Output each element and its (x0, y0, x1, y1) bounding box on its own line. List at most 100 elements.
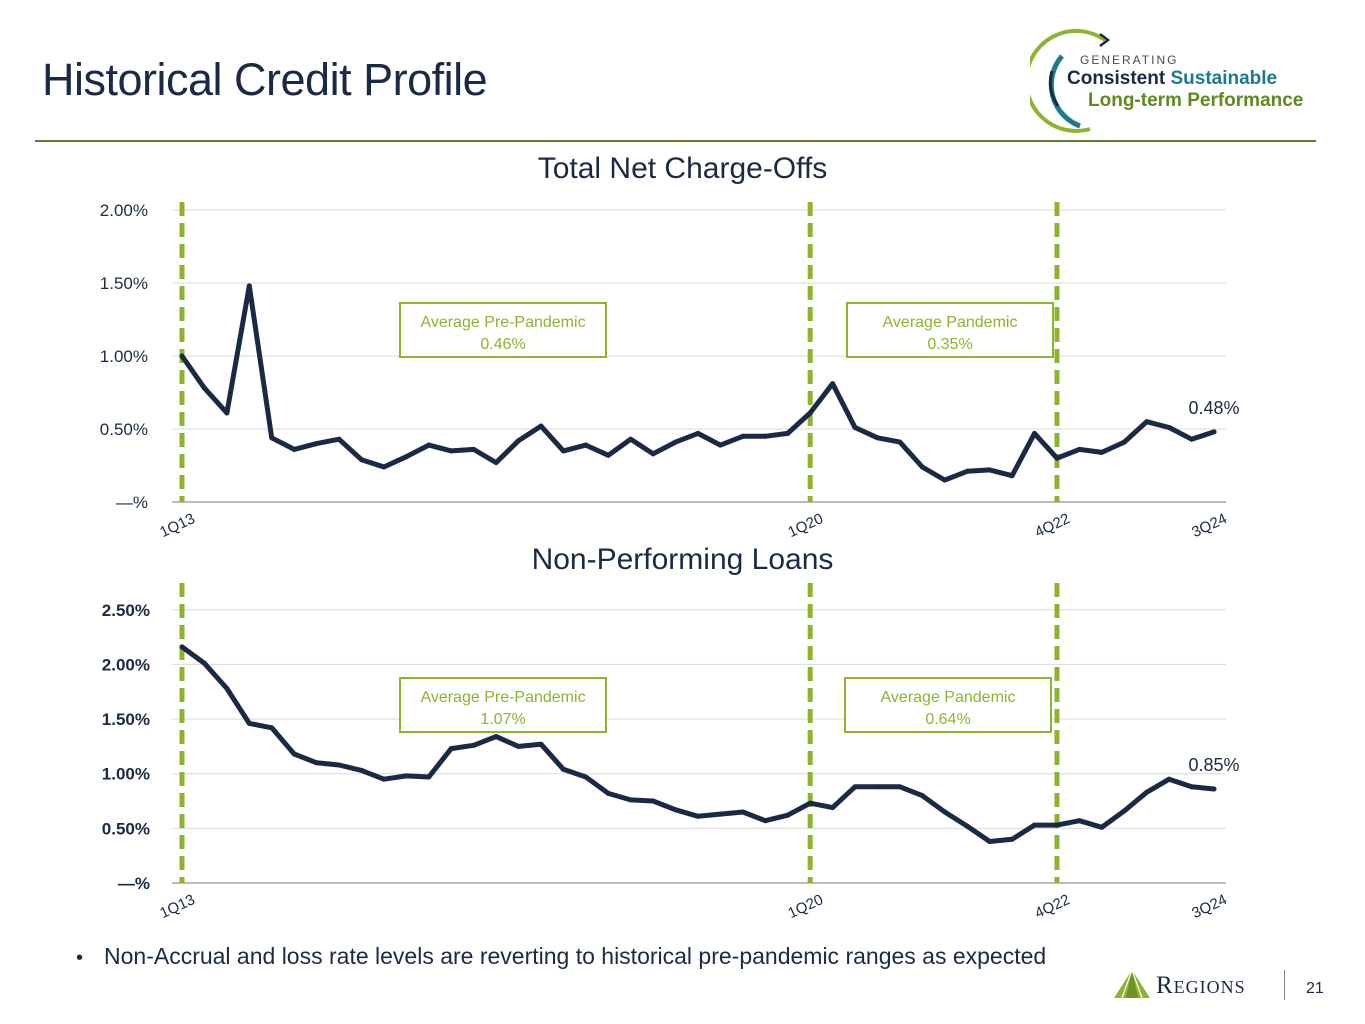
y-tick-label: 1.50% (102, 710, 150, 729)
data-point (852, 425, 858, 431)
data-point (762, 433, 768, 439)
annotation-title: Average Pre-Pandemic (420, 314, 585, 331)
data-point (471, 446, 477, 452)
page-title: Historical Credit Profile (42, 54, 488, 105)
regions-pyramid-icon (1114, 969, 1150, 999)
data-point (1054, 822, 1060, 828)
data-point (628, 436, 634, 442)
annotation-value: 1.07% (480, 711, 525, 728)
regions-footer: Regions 21 (1112, 968, 1362, 1004)
data-point (1054, 455, 1060, 461)
data-point (964, 468, 970, 474)
y-tick-label: 2.50% (102, 601, 150, 620)
data-point (448, 448, 454, 454)
data-point (717, 442, 723, 448)
data-point (874, 784, 880, 790)
annotation-box-border (399, 677, 607, 733)
data-point (1121, 439, 1127, 445)
circular-arrow-icon (1030, 28, 1111, 133)
data-point (269, 725, 275, 731)
data-point (1099, 449, 1105, 455)
data-point (201, 385, 207, 391)
y-tick-label: 0.50% (100, 420, 148, 439)
data-point (1144, 419, 1150, 425)
data-point (493, 734, 499, 740)
data-point (224, 685, 230, 691)
logo-line-two: Long-term Performance (1088, 90, 1304, 111)
data-point (1121, 808, 1127, 814)
x-tick-label: 4Q22 (1032, 510, 1072, 540)
x-tick-label: 1Q20 (785, 891, 825, 920)
average-pandemic-box: Average Pandemic 0.64% (844, 677, 1052, 733)
data-point (1076, 446, 1082, 452)
average-pre-pandemic-box: Average Pre-Pandemic 1.07% (399, 677, 607, 733)
data-point (381, 464, 387, 470)
y-tick-label: 1.00% (100, 347, 148, 366)
annotation-value: 0.46% (480, 336, 525, 353)
y-tick-label: 2.00% (102, 655, 150, 674)
bullet-note: • Non-Accrual and loss rate levels are re… (76, 943, 1046, 970)
data-point (336, 436, 342, 442)
data-point (942, 809, 948, 815)
data-point (516, 438, 522, 444)
data-point (403, 454, 409, 460)
data-point (426, 442, 432, 448)
data-point (762, 818, 768, 824)
data-point (403, 773, 409, 779)
data-point (269, 435, 275, 441)
end-value-label: 0.48% (1188, 398, 1239, 418)
data-point (695, 430, 701, 436)
y-tick-label: —% (116, 493, 148, 512)
data-point (695, 813, 701, 819)
x-tick-label: 1Q13 (157, 510, 197, 540)
logo-word-consistent: Consistent (1067, 68, 1166, 89)
logo-line-one: Consistent Sustainable (1067, 68, 1277, 90)
data-point (336, 762, 342, 768)
data-point (246, 720, 252, 726)
annotation-title: Average Pandemic (883, 314, 1018, 331)
data-point (1166, 425, 1172, 431)
regions-wordmark: Regions (1156, 972, 1246, 999)
annotation-value: 0.64% (925, 711, 970, 728)
data-point (987, 467, 993, 473)
data-point (381, 776, 387, 782)
data-point (740, 433, 746, 439)
data-point (919, 464, 925, 470)
data-point (314, 441, 320, 447)
data-point (1099, 824, 1105, 830)
data-point (605, 790, 611, 796)
data-point (1009, 473, 1015, 479)
data-point (1076, 818, 1082, 824)
data-point (1189, 436, 1195, 442)
data-point (1211, 786, 1217, 792)
data-point (897, 784, 903, 790)
annotation-title: Average Pre-Pandemic (420, 689, 585, 706)
x-tick-label: 3Q24 (1189, 510, 1229, 540)
data-point (314, 760, 320, 766)
data-point (830, 805, 836, 811)
data-point (785, 812, 791, 818)
data-point (538, 423, 544, 429)
x-tick-label: 1Q13 (157, 891, 197, 920)
y-tick-label: 2.00% (100, 201, 148, 220)
data-point (1009, 836, 1015, 842)
data-point (919, 793, 925, 799)
annotation-box-border (846, 302, 1054, 358)
logo-word-sustainable: Sustainable (1170, 68, 1278, 89)
annotation-box-border (399, 302, 607, 358)
data-point (560, 766, 566, 772)
data-point (246, 283, 252, 289)
title-divider (35, 140, 1316, 142)
data-point (1144, 789, 1150, 795)
annotation-value: 0.35% (927, 336, 972, 353)
data-point (471, 742, 477, 748)
page-number: 21 (1306, 980, 1324, 997)
data-point (516, 743, 522, 749)
y-tick-label: —% (118, 874, 150, 893)
data-point (179, 644, 185, 650)
data-point (628, 797, 634, 803)
annotation-title: Average Pandemic (881, 689, 1016, 706)
data-point (224, 410, 230, 416)
data-point (291, 751, 297, 757)
net-charge-offs-chart: —% 0.50% 1.00% 1.50% 2.00% Average Pre-Pandem… (100, 201, 1240, 540)
